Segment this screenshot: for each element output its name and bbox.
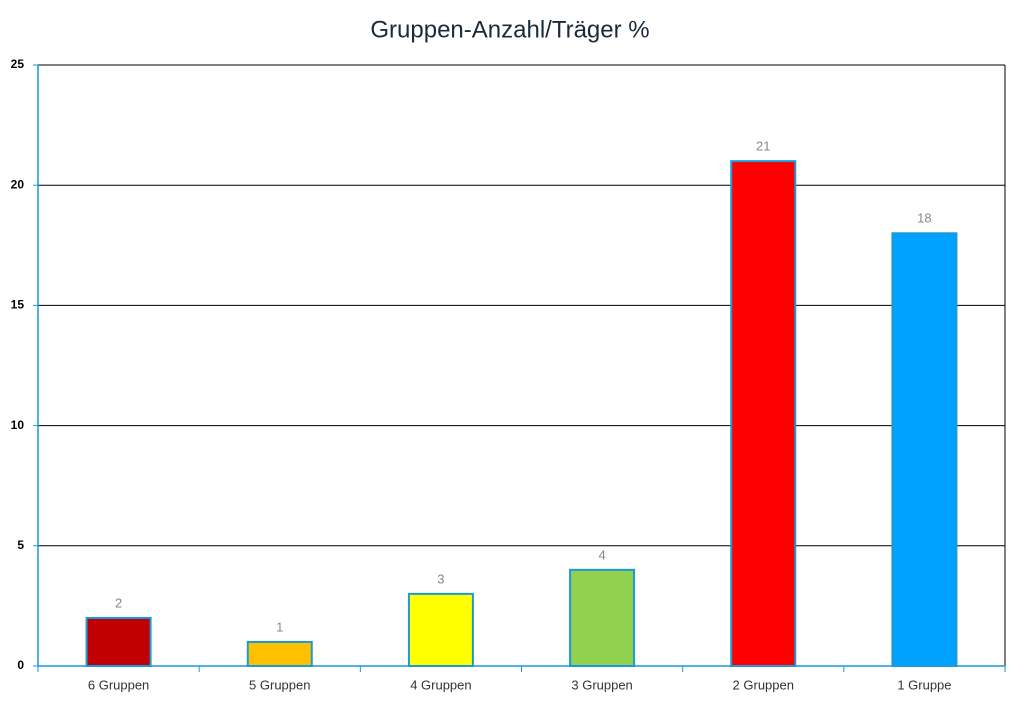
y-tick-label: 0 [17,658,24,672]
x-tick-label: 1 Gruppe [897,677,951,692]
bar [85,616,152,667]
value-label: 1 [276,619,283,634]
value-label: 18 [917,211,931,226]
x-tick-label: 3 Gruppen [571,677,632,692]
x-tick-label: 5 Gruppen [249,677,310,692]
x-tick-label: 4 Gruppen [410,677,471,692]
y-tick-label: 5 [17,538,24,552]
value-label: 2 [115,595,122,610]
bar [407,592,474,668]
y-tick-label: 25 [11,57,25,71]
x-tick-label: 6 Gruppen [88,677,149,692]
y-tick-label: 20 [11,177,25,191]
value-label: 21 [756,139,770,154]
bar [246,640,313,668]
bar [730,160,797,667]
chart-title: Gruppen-Anzahl/Träger % [370,16,649,43]
y-tick-label: 10 [11,418,25,432]
y-tick-label: 15 [11,298,25,312]
bar [569,568,636,668]
value-label: 3 [437,571,444,586]
x-tick-label: 2 Gruppen [733,677,794,692]
bar [891,232,958,667]
value-label: 4 [598,547,605,562]
